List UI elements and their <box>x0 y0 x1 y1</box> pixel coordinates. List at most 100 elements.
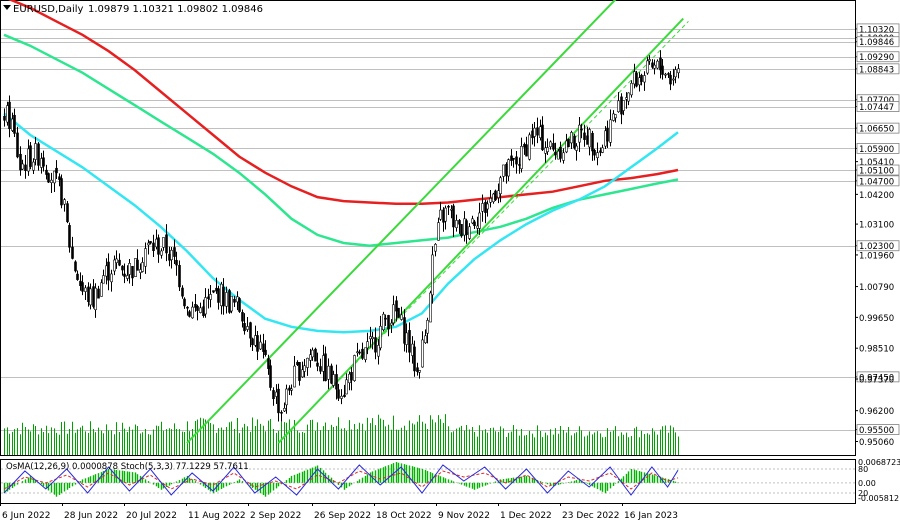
candle-body <box>674 69 677 78</box>
candle-body <box>8 101 11 130</box>
candle-body <box>141 262 144 272</box>
candle-body <box>262 343 265 352</box>
candle-body <box>87 286 90 303</box>
candle-body <box>387 315 390 330</box>
candle-body <box>178 265 181 288</box>
candle-body <box>220 283 223 307</box>
indicator-label: OsMA(12,26,9) 0.0000878 Stoch(5,3,3) 77.… <box>6 462 249 472</box>
price-tick-label: 1.05900 <box>859 145 894 155</box>
candle-body <box>290 388 293 391</box>
candle-body <box>460 224 463 237</box>
candle-body <box>520 146 523 170</box>
indicator-tick-label: 80 <box>858 465 868 474</box>
candle-body <box>481 203 484 212</box>
candle-body <box>186 306 189 309</box>
candle-body <box>42 157 45 167</box>
candle-body <box>314 348 317 362</box>
candle-body <box>81 282 84 292</box>
candle-body <box>309 354 312 361</box>
date-tick-label: 2 Sep 2022 <box>250 511 301 521</box>
menu-triangle-icon[interactable] <box>3 5 11 10</box>
candle-body <box>256 335 259 352</box>
candle-body <box>68 225 71 248</box>
candle-body <box>635 72 638 87</box>
price-tick: 1.05100 <box>855 164 900 177</box>
candle-body <box>199 307 202 313</box>
candle-body <box>622 100 625 111</box>
symbol-label: EURUSD,Daily <box>13 4 84 15</box>
candle-body <box>601 147 604 153</box>
candle-body <box>413 346 416 372</box>
candle-body <box>455 220 458 229</box>
candle-body <box>609 119 612 143</box>
candle-body <box>21 163 24 170</box>
candle-body <box>640 74 643 82</box>
candle-body <box>384 317 387 320</box>
candle-body <box>123 273 126 277</box>
price-label-box <box>856 371 900 383</box>
date-tick-label: 11 Aug 2022 <box>188 511 246 521</box>
candle-body <box>63 199 66 205</box>
candle-body <box>228 290 231 313</box>
candle-body <box>207 296 210 299</box>
candle-body <box>559 146 562 159</box>
price-tick: 0.97370 <box>855 376 894 386</box>
price-tick-label: 1.04200 <box>859 191 894 201</box>
price-tick: 1.07447 <box>855 101 900 113</box>
indicator-tick-label: 20 <box>858 489 868 498</box>
trend-channels[interactable] <box>186 0 689 444</box>
candle-body <box>400 314 403 320</box>
candle-body <box>238 298 241 312</box>
candle-body <box>614 114 617 119</box>
candle-body <box>285 388 288 406</box>
candle-body <box>656 60 659 69</box>
price-tick: 1.04200 <box>855 191 894 201</box>
candle-body <box>447 205 450 208</box>
channel-line <box>186 0 617 444</box>
candle-body <box>89 288 92 306</box>
candle-body <box>502 164 505 177</box>
date-tick-label: 23 Dec 2022 <box>562 511 620 521</box>
candle-body <box>134 258 137 277</box>
candle-body <box>246 326 249 330</box>
candle-body <box>16 132 19 158</box>
price-label-box <box>856 36 900 48</box>
candle-body <box>58 176 61 180</box>
candle-body <box>6 105 9 123</box>
price-tick-label: 0.97370 <box>859 376 894 386</box>
candle-body <box>160 250 163 256</box>
price-axis[interactable]: 1.103201.100001.098461.092901.088431.077… <box>855 23 900 448</box>
price-tick: 0.95500 <box>855 424 900 436</box>
candle-body <box>497 190 500 198</box>
price-label-box <box>856 240 900 252</box>
candle-body <box>659 57 662 71</box>
candle-body <box>45 169 48 175</box>
date-tick-label: 28 Jun 2022 <box>64 511 118 521</box>
price-tick-label: 1.04700 <box>859 177 894 187</box>
candle-body <box>343 394 346 397</box>
price-label-box <box>856 175 900 187</box>
date-axis: 6 Jun 2022 28 Jun 2022 20 Jul 2022 11 Aug 2… <box>0 503 678 521</box>
candle-body <box>426 320 429 334</box>
candle-body <box>570 132 573 144</box>
date-tick-label: 18 Oct 2022 <box>376 511 432 521</box>
candle-body <box>580 128 583 131</box>
candle-body <box>110 273 113 283</box>
price-tick-label: 1.06650 <box>859 125 894 135</box>
ma-fast-line <box>3 112 679 334</box>
candle-body <box>395 300 398 312</box>
candle-body <box>215 287 218 292</box>
price-tick: 1.06650 <box>855 122 900 135</box>
moving-averages <box>3 0 679 334</box>
candle-body <box>53 170 56 184</box>
price-tick: 1.05900 <box>855 142 900 155</box>
price-tick-label: 1.02300 <box>859 242 894 252</box>
candle-body <box>306 357 309 368</box>
candle-body <box>243 323 246 332</box>
candle-body <box>382 313 385 331</box>
candle-body <box>175 259 178 266</box>
candle-body <box>444 207 447 222</box>
candle-body <box>533 127 536 137</box>
